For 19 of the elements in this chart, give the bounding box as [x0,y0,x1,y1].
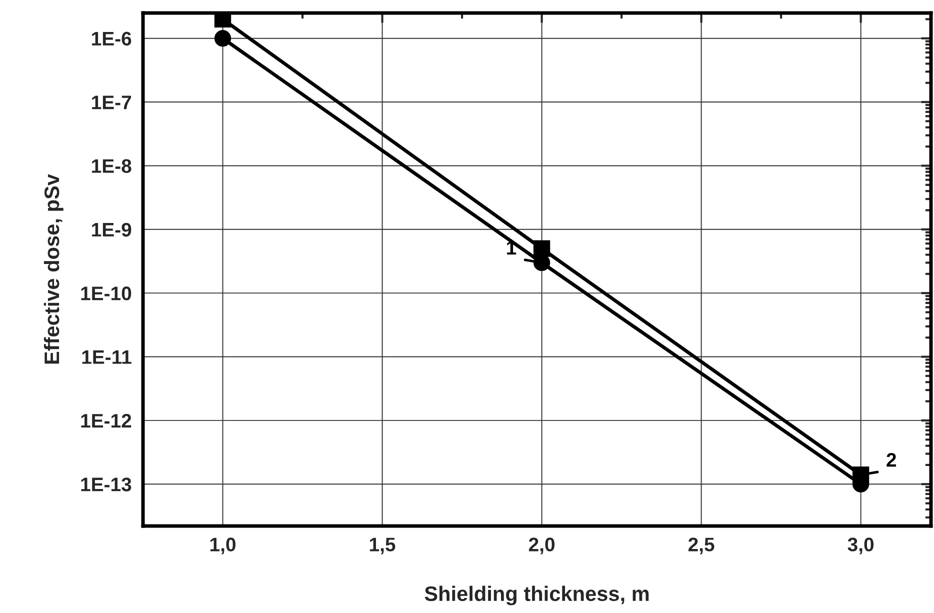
y-axis-title: Effective dose, pSv [44,174,64,364]
y-tick-label: 1E-8 [92,159,132,173]
y-tick-label: 1E-10 [81,286,132,300]
y-tick-label: 1E-13 [81,478,132,492]
y-tick-label: 1E-9 [92,222,132,237]
y-tick-label: 1E-7 [92,96,132,110]
y-tick-label: 1E-12 [81,414,132,428]
x-tick-label: 2,0 [528,538,555,554]
x-tick-label: 1,0 [210,538,236,554]
x-tick-label: 2,5 [688,538,714,554]
point [214,30,232,47]
x-axis-title: Shielding thickness, m [424,586,649,606]
y-tick-label: 1E-11 [82,350,132,364]
x-tick-label: 1,5 [370,538,396,554]
y-tick-label: 1E-6 [92,32,132,46]
point [533,240,550,257]
x-tick-label: 3,0 [848,538,874,554]
series-label: 2 [886,453,896,467]
point [214,13,232,28]
